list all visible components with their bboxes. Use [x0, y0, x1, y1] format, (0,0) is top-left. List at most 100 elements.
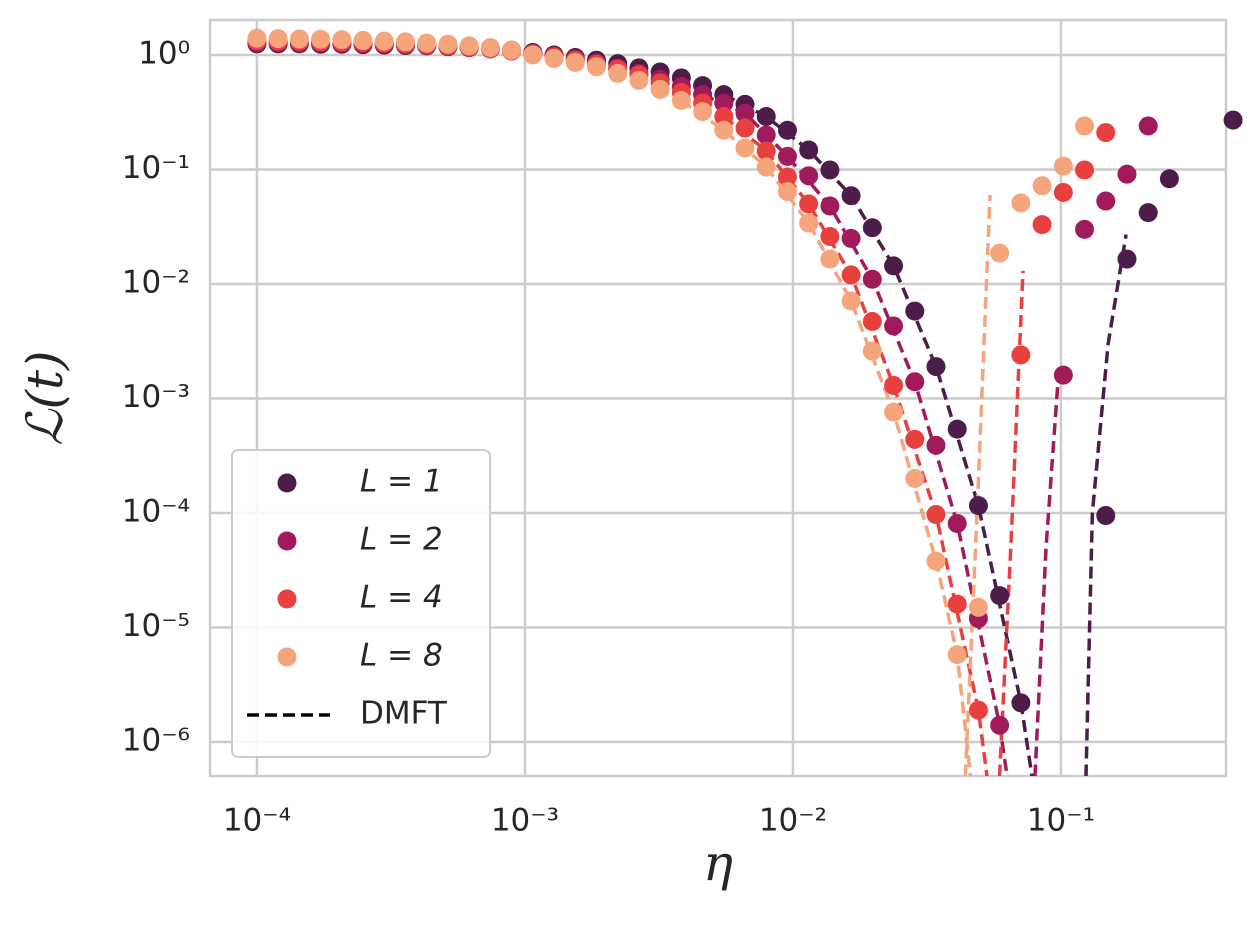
point [756, 107, 776, 127]
point [990, 586, 1010, 606]
point [565, 52, 585, 72]
point [586, 57, 606, 77]
point [1138, 203, 1158, 223]
legend: L = 1 L = 2 L = 4 L = 8 DMFT [231, 449, 491, 758]
point [799, 140, 819, 160]
legend-marker [277, 589, 297, 609]
point [1075, 160, 1095, 180]
y-tick-label: 10⁻⁶ [122, 723, 190, 759]
point [968, 496, 988, 516]
dmft-line [680, 99, 992, 776]
point [1053, 182, 1073, 202]
point [756, 125, 776, 145]
legend-label: DMFT [360, 696, 448, 732]
legend-label: L = 4 [360, 580, 443, 616]
point [841, 186, 861, 206]
point [905, 429, 925, 449]
point [926, 435, 946, 455]
point [1223, 110, 1243, 130]
point [1075, 219, 1095, 239]
point [756, 157, 776, 177]
point [714, 107, 734, 127]
point [884, 256, 904, 276]
point [629, 70, 649, 90]
point [438, 34, 458, 54]
y-tick-label: 10⁻⁵ [122, 608, 190, 644]
point [735, 103, 755, 123]
point [777, 167, 797, 187]
point [777, 182, 797, 202]
point [820, 226, 840, 246]
point [1032, 176, 1052, 196]
point [417, 33, 437, 53]
point [1096, 506, 1116, 526]
point [841, 228, 861, 248]
point [947, 419, 967, 439]
point [926, 357, 946, 377]
y-tick-label: 10⁰ [138, 35, 190, 71]
point [777, 120, 797, 140]
legend-box [231, 449, 491, 758]
point [311, 29, 331, 49]
x-tick-label: 10⁻¹ [1027, 803, 1095, 839]
point [777, 146, 797, 166]
point [1096, 123, 1116, 143]
point [947, 645, 967, 665]
point [332, 30, 352, 50]
y-tick-label: 10⁻⁴ [122, 494, 190, 530]
legend-marker [277, 647, 297, 667]
point [374, 31, 394, 51]
point [1011, 193, 1031, 213]
point [799, 213, 819, 233]
point [905, 372, 925, 392]
point [884, 375, 904, 395]
point [820, 196, 840, 216]
point [1159, 169, 1179, 189]
legend-label: L = 8 [360, 638, 443, 674]
point [841, 291, 861, 311]
point [1011, 693, 1031, 713]
legend-label: L = 1 [360, 464, 443, 500]
point [502, 40, 522, 60]
point [905, 469, 925, 489]
plot-frame [208, 18, 1228, 778]
point [247, 28, 267, 48]
legend-label: L = 2 [360, 522, 443, 558]
x-axis-label: η [703, 834, 733, 892]
point [926, 505, 946, 525]
point [799, 194, 819, 214]
point [1138, 116, 1158, 136]
point [884, 402, 904, 422]
point [947, 594, 967, 614]
point [905, 301, 925, 321]
point [735, 138, 755, 158]
point [289, 29, 309, 49]
y-tick-label: 10⁻² [122, 264, 190, 300]
y-tick-label: 10⁻³ [122, 379, 190, 415]
point [799, 166, 819, 186]
y-axis-label: ℒ(t) [16, 350, 74, 445]
y-tick-label: 10⁻¹ [122, 150, 190, 186]
point [1096, 191, 1116, 211]
point [1117, 249, 1137, 269]
point [947, 513, 967, 533]
point [1053, 365, 1073, 385]
point [862, 218, 882, 238]
point [693, 102, 713, 122]
point [1075, 116, 1095, 136]
point [1032, 215, 1052, 235]
point [608, 63, 628, 83]
point [862, 269, 882, 289]
point [968, 597, 988, 617]
point [523, 45, 543, 65]
ticks: 10⁻⁴ 10⁻³ 10⁻² 10⁻¹ 10⁰ 10⁻¹ 10⁻² 10⁻³ 10⁻⁴ 10⁻⁵ 1… [122, 35, 1095, 838]
point [714, 93, 734, 113]
point [990, 715, 1010, 735]
point [756, 141, 776, 161]
point [990, 243, 1010, 263]
dmft-line [722, 115, 1025, 776]
point [353, 30, 373, 50]
x-tick-label: 10⁻⁴ [223, 803, 291, 839]
point [820, 160, 840, 180]
